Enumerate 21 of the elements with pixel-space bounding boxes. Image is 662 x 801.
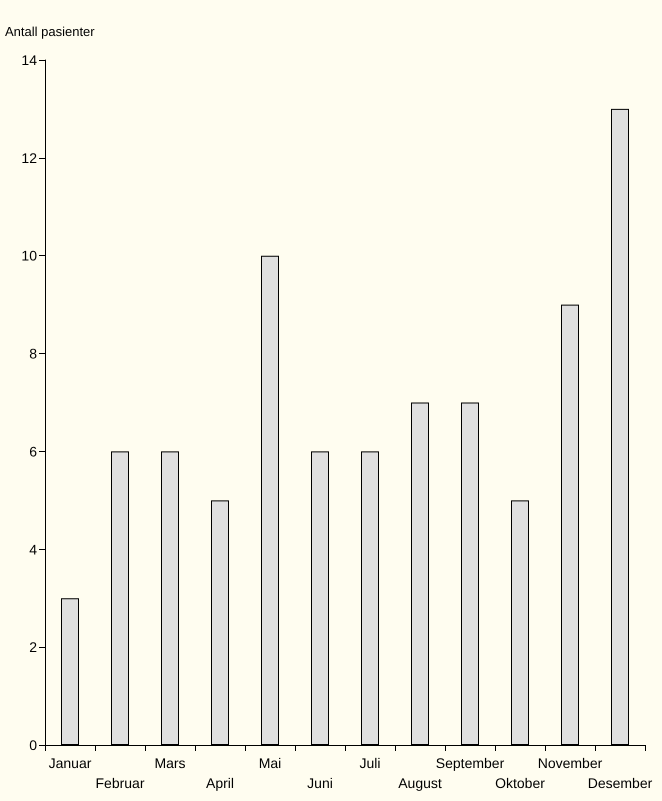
y-tick-label: 2	[29, 639, 38, 656]
y-tick-label: 4	[29, 541, 38, 558]
x-tick-label: Januar	[48, 755, 92, 771]
y-tick-label: 14	[21, 52, 38, 68]
y-tick-label: 6	[29, 443, 38, 460]
y-tick-label: 12	[21, 150, 38, 166]
x-tick-label: April	[206, 775, 234, 791]
y-tick-label: 0	[29, 737, 38, 753]
x-tick-label: Juli	[359, 755, 381, 771]
x-tick-label: Mai	[258, 755, 282, 771]
x-tick-label: Mars	[154, 755, 186, 771]
x-tick-label: August	[398, 775, 442, 791]
y-axis-title: Antall pasienter	[5, 24, 96, 39]
y-tick-label: 10	[21, 248, 38, 264]
x-tick-label: September	[436, 755, 505, 771]
x-tick-label: Juni	[307, 775, 333, 791]
x-tick-label: Desember	[588, 775, 653, 791]
y-tick-label: 8	[29, 346, 38, 362]
x-tick-label: Februar	[95, 775, 145, 791]
x-tick-label: November	[538, 755, 603, 771]
x-tick-label: Oktober	[495, 775, 546, 791]
